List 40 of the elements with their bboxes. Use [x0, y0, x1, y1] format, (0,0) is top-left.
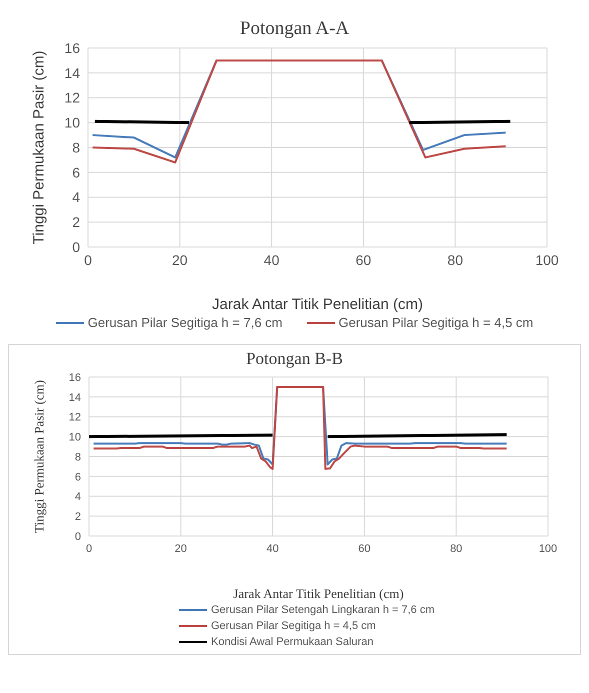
x-axis-title: Jarak Antar Titik Penelitian (cm) — [212, 296, 423, 313]
x-tick-label: 60 — [356, 252, 372, 268]
x-tick-label: 0 — [86, 542, 92, 555]
x-tick-label: 40 — [266, 542, 279, 555]
y-tick-label: 10 — [68, 432, 81, 444]
x-tick-label: 80 — [450, 542, 462, 555]
x-axis-title: Jarak Antar Titik Penelitian (cm) — [233, 586, 404, 601]
y-tick-label: 0 — [74, 530, 81, 543]
chart-title: Potongan B-B — [245, 349, 344, 369]
y-axis-title: Tinggi Permukaan Pasir (cm) — [30, 50, 48, 244]
legend-label: Kondisi Awal Permukaan Saluran — [211, 636, 374, 648]
y-tick-label: 8 — [72, 139, 80, 156]
legend-label: Gerusan Pilar Segitiga h = 4,5 cm — [338, 315, 534, 330]
y-tick-label: 4 — [72, 189, 80, 206]
x-tick-label: 80 — [447, 252, 464, 268]
y-tick-label: 0 — [72, 238, 80, 255]
x-tick-label: 20 — [174, 542, 187, 555]
x-tick-label: 100 — [535, 252, 559, 268]
y-tick-label: 16 — [68, 372, 81, 384]
y-axis-title: Tinggi Permukaan Pasir (cm) — [32, 380, 47, 533]
y-tick-label: 8 — [74, 451, 81, 464]
x-tick-label: 100 — [538, 542, 558, 555]
x-tick-label: 40 — [264, 252, 280, 268]
y-tick-label: 10 — [64, 114, 80, 131]
y-tick-label: 2 — [72, 214, 80, 230]
x-tick-label: 20 — [172, 252, 188, 268]
x-tick-label: 60 — [358, 542, 371, 555]
chart-title: Potongan A-A — [238, 18, 350, 40]
y-tick-label: 14 — [64, 64, 80, 81]
y-tick-label: 6 — [74, 471, 81, 484]
y-tick-label: 6 — [72, 164, 80, 180]
y-tick-label: 12 — [68, 412, 81, 424]
legend-label: Gerusan Pilar Segitiga h = 7,6 cm — [88, 315, 282, 330]
y-tick-label: 4 — [74, 491, 81, 504]
y-tick-label: 14 — [68, 392, 81, 404]
y-tick-label: 2 — [74, 511, 81, 524]
y-tick-label: 12 — [64, 90, 80, 106]
y-tick-label: 16 — [64, 40, 80, 56]
legend-label: Gerusan Pilar Setengah Lingkaran h = 7,6 cm — [211, 604, 434, 616]
legend-label: Gerusan Pilar Segitiga h = 4,5 cm — [211, 620, 376, 632]
